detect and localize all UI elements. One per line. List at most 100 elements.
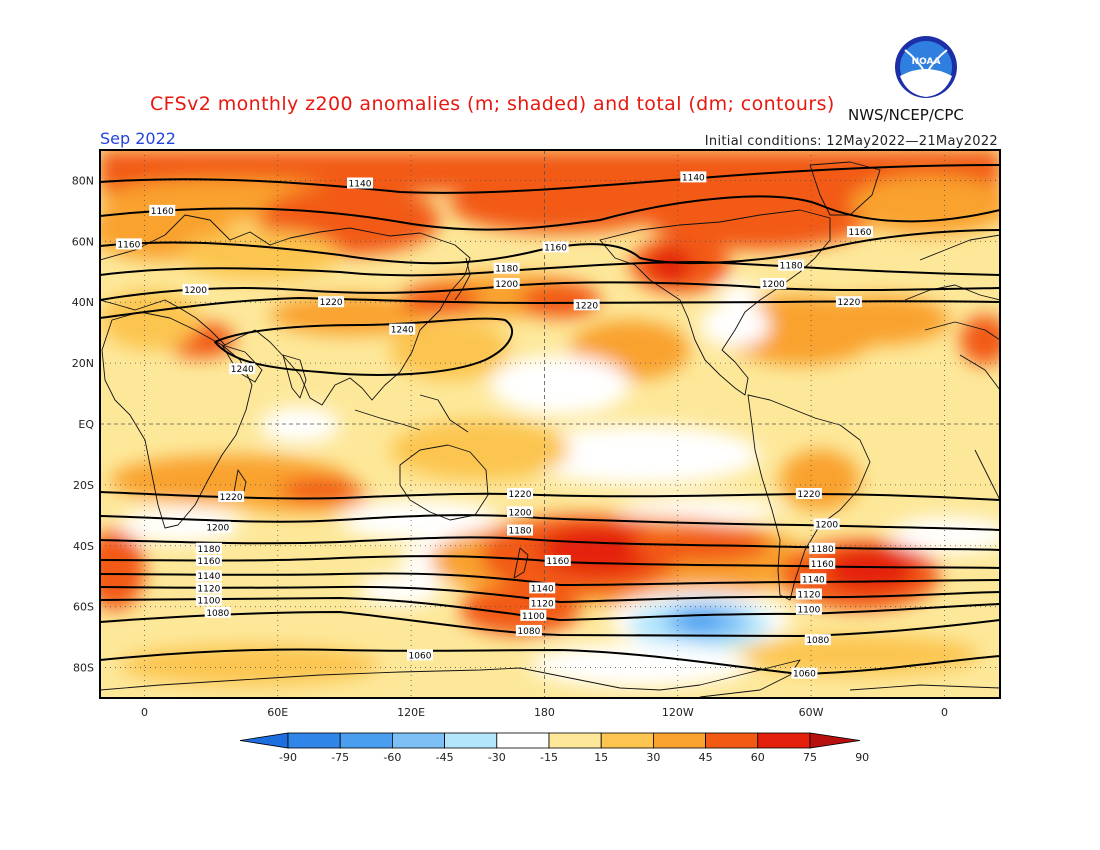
logo-text: NOAA — [912, 57, 941, 67]
contour-label: 1220 — [837, 298, 860, 308]
latitude-labels: 80N 60N 40N 20N EQ 20S 40S 60S 80S — [72, 174, 95, 674]
contour-label: 1200 — [184, 286, 207, 296]
contour-label: 1120 — [197, 584, 220, 594]
contour-label: 1120 — [797, 590, 820, 600]
contour-label-bg — [204, 606, 231, 618]
contour-label: 1140 — [531, 584, 554, 594]
contour-label-bg — [680, 171, 707, 183]
contour-label: 1200 — [206, 524, 229, 534]
contour-label-bg — [847, 226, 873, 238]
contour-label: 1160 — [197, 557, 220, 567]
contour-label: 1080 — [806, 636, 829, 646]
contour-label: 1080 — [517, 627, 540, 637]
contour-label: 1100 — [797, 606, 820, 616]
contour-labels: 1140 1140 1160 1160 1160 1160 1180 1180 1200 1200… — [115, 171, 873, 680]
colorbar-swatch — [653, 732, 707, 749]
lat-tick-label: 60N — [72, 235, 94, 248]
contour-label-bg — [515, 625, 542, 637]
contour-label-bg — [195, 542, 222, 554]
contour-label: 1140 — [682, 173, 705, 183]
contour-label-bg — [195, 594, 222, 606]
contour-label: 1160 — [151, 207, 174, 217]
contour-label: 1180 — [780, 262, 803, 272]
colorbar-swatch — [391, 732, 445, 749]
contour-label: 1100 — [197, 597, 220, 607]
contour-label: 1220 — [575, 301, 598, 311]
colorbar-tick-label: -60 — [383, 751, 401, 764]
colorbar-tick-label: 30 — [646, 751, 660, 764]
chart-title: CFSv2 monthly z200 anomalies (m; shaded)… — [150, 93, 835, 115]
lat-tick-label: 20S — [73, 479, 94, 492]
colorbar: -90 -75 -60 -45 -30 -15 15 30 45 60 75 90 — [239, 732, 869, 764]
contour-label-bg — [507, 488, 533, 500]
lat-lon-grid — [100, 150, 1000, 698]
contour-label-bg — [795, 603, 822, 615]
contour-label: 1080 — [206, 609, 229, 619]
contour-label: 1160 — [849, 228, 872, 238]
colorbar-tick-label: 15 — [594, 751, 608, 764]
colorbar-swatch — [496, 732, 550, 749]
contour-label: 1160 — [117, 240, 140, 250]
contour-label: 1140 — [802, 575, 825, 585]
contour-label-bg — [813, 518, 840, 530]
contour-label: 1220 — [509, 490, 532, 500]
colorbar-tick-label: 60 — [751, 751, 765, 764]
lon-tick-label: 60E — [267, 706, 288, 719]
contour-label-bg — [778, 259, 805, 271]
contour-label: 1180 — [811, 545, 834, 555]
lon-tick-label: 120E — [397, 706, 425, 719]
colorbar-tick-label: -75 — [331, 751, 349, 764]
height-contours — [100, 164, 1000, 675]
contour-label-bg — [507, 506, 533, 518]
colorbar-tick-label: 75 — [803, 751, 817, 764]
lat-tick-label: 40N — [72, 296, 94, 309]
contour-label-bg — [573, 299, 600, 311]
contour-label-bg — [493, 262, 520, 274]
map-area: 1140 1140 1160 1160 1160 1160 1180 1180 1200 1200… — [100, 150, 1000, 698]
contour-label-bg — [835, 296, 862, 308]
contour-label: 1160 — [546, 557, 569, 567]
contour-label: 1200 — [495, 280, 518, 290]
contour-label-bg — [795, 488, 822, 500]
contour-label-bg — [760, 277, 787, 289]
anomaly-shading — [100, 150, 1000, 687]
contour-label: 1180 — [197, 545, 220, 555]
contour-label-bg — [809, 542, 836, 554]
longitude-labels: 0 60E 120E 180 120W 60W 0 — [141, 706, 948, 719]
colorbar-arrow-right — [809, 732, 861, 749]
colorbar-swatch — [548, 732, 602, 749]
lon-tick-label: 0 — [941, 706, 948, 719]
contour-label-bg — [791, 667, 818, 679]
contour-label: 1220 — [320, 298, 343, 308]
colorbar-tick-label: 90 — [855, 751, 869, 764]
lat-tick-label: 60S — [73, 601, 94, 614]
contour-label-bg — [407, 649, 433, 661]
contour-label-bg — [529, 582, 556, 594]
contour-label: 1240 — [231, 365, 254, 375]
colorbar-swatch — [444, 732, 498, 749]
lat-tick-label: 80N — [72, 174, 94, 187]
colorbar-swatch — [600, 732, 654, 749]
colorbar-swatch — [757, 732, 811, 749]
contour-label: 1160 — [544, 243, 567, 253]
colorbar-tick-label: -30 — [488, 751, 506, 764]
contour-label: 1240 — [391, 326, 414, 336]
contour-label: 1160 — [811, 560, 834, 570]
contour-label-bg — [195, 582, 222, 594]
contour-label: 1220 — [797, 490, 820, 500]
contour-label: 1120 — [531, 600, 554, 610]
contour-label-bg — [347, 177, 373, 189]
contour-label: 1140 — [197, 572, 220, 582]
colorbar-swatch — [705, 732, 759, 749]
contour-label-bg — [218, 491, 245, 503]
contour-label: 1060 — [793, 670, 816, 680]
contour-label-bg — [195, 555, 222, 566]
contour-label-bg — [115, 238, 142, 250]
contour-label-bg — [195, 570, 222, 582]
contour-label: 1220 — [220, 493, 243, 503]
lon-tick-label: 0 — [141, 706, 148, 719]
contour-label-bg — [809, 558, 836, 570]
contour-label-bg — [493, 277, 520, 289]
colorbar-swatch — [287, 732, 341, 749]
